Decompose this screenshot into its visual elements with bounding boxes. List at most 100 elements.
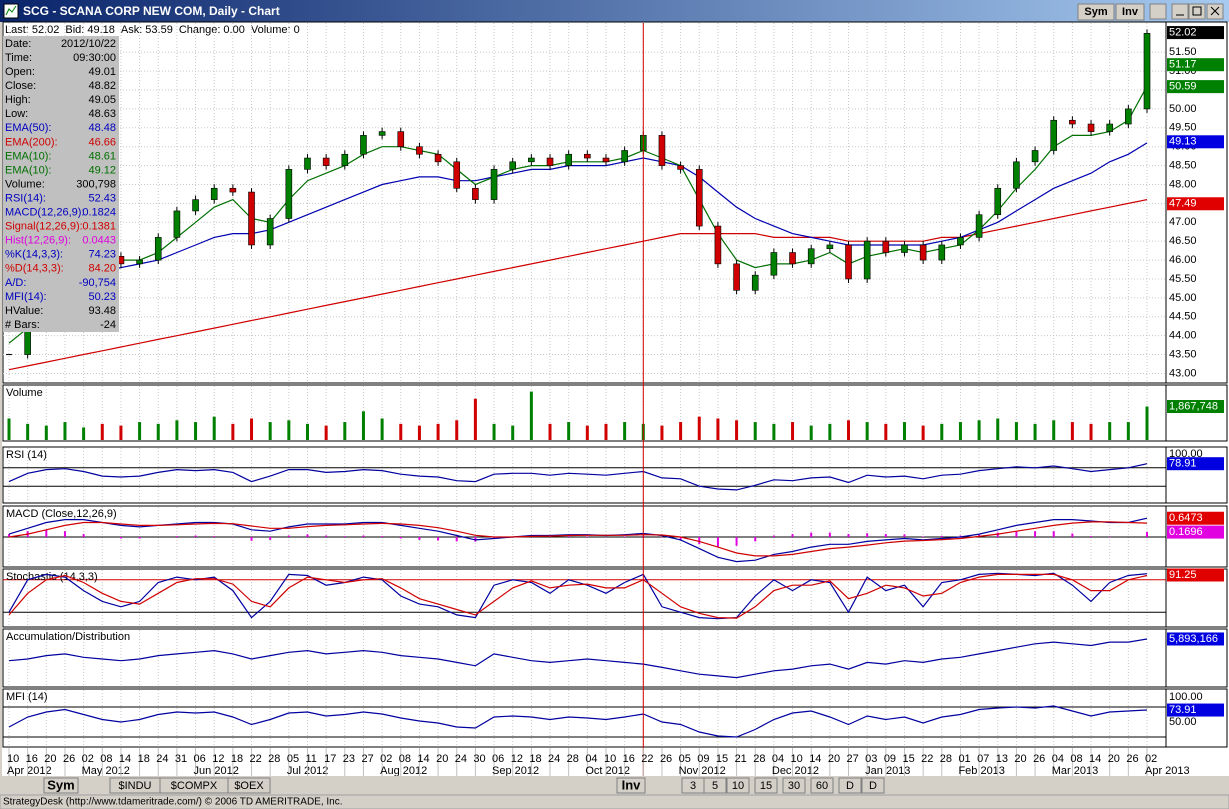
inv-tab[interactable] (616, 777, 646, 794)
volume-bar (1089, 423, 1093, 440)
inv-button-label[interactable]: Inv (1122, 6, 1139, 18)
sym-tab[interactable] (43, 777, 79, 794)
candle (565, 153, 572, 166)
x-month-label: May 2012 (82, 765, 130, 777)
period-tab[interactable] (810, 777, 834, 794)
sym-button[interactable] (1077, 3, 1115, 21)
x-month-label: Feb 2013 (958, 765, 1004, 777)
restore-button[interactable] (1149, 3, 1167, 20)
period-tab[interactable] (754, 777, 778, 794)
panel-label: Stochastic (14,3,3) (6, 571, 98, 583)
x-tick-label: 28 (268, 753, 280, 765)
volume-bar (231, 423, 235, 440)
maximize-button[interactable] (1188, 3, 1206, 20)
symbol-tab-label[interactable]: $INDU (118, 780, 151, 792)
info-value: 49.05 (88, 94, 116, 106)
volume-bar (324, 425, 328, 440)
volume-bar (1033, 423, 1037, 440)
inv-button[interactable] (1115, 3, 1145, 21)
candle (434, 153, 442, 163)
candle (770, 252, 778, 276)
period-tab[interactable] (838, 777, 862, 794)
window-title: SCG - SCANA CORP NEW COM, Daily - Chart (23, 4, 280, 18)
volume-bar (455, 420, 459, 440)
info-value: 49.12 (88, 164, 116, 176)
info-label: A/D: (5, 277, 26, 289)
x-tick-label: 26 (1126, 753, 1138, 765)
x-tick-label: 09 (884, 753, 896, 765)
candle (1087, 123, 1095, 132)
period-tab-label[interactable]: D (869, 780, 877, 792)
x-tick-label: 20 (436, 753, 448, 765)
y-tick-label: 49.50 (1169, 122, 1197, 134)
period-tab-label[interactable]: 60 (816, 780, 828, 792)
y-tick-label: 45.50 (1169, 273, 1197, 285)
candle (248, 191, 255, 246)
x-tick-label: 12 (511, 753, 523, 765)
histogram-bar (437, 537, 440, 541)
x-tick-label: 06 (194, 753, 206, 765)
x-tick-label: 23 (343, 753, 355, 765)
info-label: Low: (5, 108, 28, 120)
y-tick-label: 46.50 (1169, 235, 1197, 247)
volume-bar (1145, 406, 1149, 440)
period-tab-label[interactable]: 3 (690, 780, 696, 792)
panel-frame (2, 446, 1228, 504)
sym-tab-label[interactable]: Sym (47, 777, 74, 792)
info-label: Volume: (5, 178, 45, 190)
histogram-bar (325, 535, 328, 537)
period-tab[interactable] (861, 777, 885, 794)
volume-bar (716, 418, 720, 440)
x-tick-label: 04 (585, 753, 597, 765)
period-tab[interactable] (726, 777, 750, 794)
quote-value: 53.59 (145, 24, 173, 36)
period-tab[interactable] (782, 777, 806, 794)
volume-bar (119, 425, 123, 440)
volume-bar (828, 423, 832, 440)
info-label: EMA(10): (5, 164, 51, 176)
symbol-tab[interactable] (227, 777, 271, 794)
x-tick-label: 05 (679, 753, 691, 765)
value-readout (1167, 26, 1224, 40)
x-month-label: Jan 2013 (865, 765, 910, 777)
quote-label: Ask: (121, 24, 142, 36)
symbol-tab-label[interactable]: $OEX (234, 780, 264, 792)
volume-bar (791, 422, 795, 440)
info-label: EMA(200): (5, 136, 58, 148)
candle (807, 248, 815, 265)
indicator-line (8, 573, 1148, 619)
candle (957, 237, 964, 246)
period-tab[interactable] (703, 777, 727, 794)
candle (919, 244, 927, 261)
info-label: # Bars: (5, 319, 40, 331)
info-label: Signal(12,26,9): (5, 221, 83, 233)
x-tick-label: 20 (828, 753, 840, 765)
value-readout-label: 1,867,748 (1169, 400, 1218, 412)
candle (192, 199, 199, 212)
period-tab-label[interactable]: 15 (760, 780, 772, 792)
histogram-bar (903, 534, 906, 537)
info-label: MACD(12,26,9): (5, 207, 84, 219)
x-tick-label: 04 (772, 753, 784, 765)
x-tick-label: 03 (865, 753, 877, 765)
histogram-bar (138, 537, 141, 539)
inv-tab-label[interactable]: Inv (622, 777, 642, 792)
panel-label: MACD (Close,12,26,9) (6, 508, 117, 520)
candle (210, 187, 218, 200)
period-tab-label[interactable]: 10 (732, 780, 744, 792)
y-tick-label: 100.00 (1169, 448, 1203, 460)
candle (154, 237, 162, 261)
info-panel (3, 36, 119, 332)
minimize-button[interactable] (1171, 3, 1189, 20)
candle (863, 240, 871, 280)
info-label: %K(14,3,3): (5, 249, 63, 261)
period-tab-label[interactable]: 30 (788, 780, 800, 792)
symbol-tab-label[interactable]: $COMPX (171, 780, 218, 792)
period-tab-label[interactable]: D (846, 780, 854, 792)
value-readout-label: 73.91 (1169, 704, 1197, 716)
period-tab-label[interactable]: 5 (712, 780, 718, 792)
x-tick-label: 04 (1052, 753, 1064, 765)
sym-button-label[interactable]: Sym (1084, 6, 1107, 18)
x-tick-label: 11 (305, 753, 316, 765)
histogram-bar (1015, 531, 1018, 537)
